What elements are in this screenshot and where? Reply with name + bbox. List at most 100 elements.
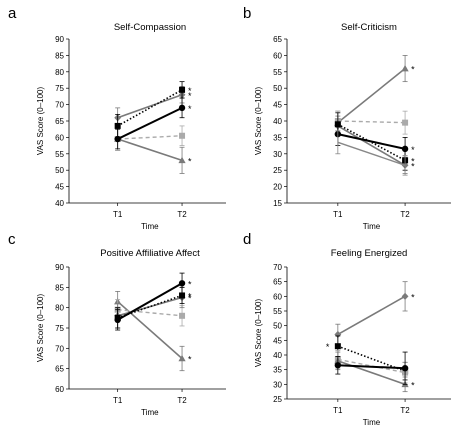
y-tick-label: 80 [55, 304, 64, 313]
series-line [117, 106, 183, 140]
significance-star: * [188, 91, 192, 101]
series-line [117, 282, 183, 321]
y-tick-label: 45 [273, 101, 282, 110]
panel-title: Self-Compassion [114, 22, 186, 33]
x-tick-label: T2 [177, 210, 187, 219]
y-tick-label: 40 [273, 351, 282, 360]
data-point [334, 121, 341, 128]
series-line [117, 138, 183, 162]
series-line [117, 296, 183, 317]
series-gray-diamond: * [334, 281, 415, 346]
data-point [179, 312, 186, 319]
y-tick-label: 65 [55, 117, 64, 126]
x-tick-label: T2 [400, 406, 410, 415]
series-lightgray-dashed-square [114, 299, 186, 327]
series-line [337, 125, 406, 166]
x-tick-label: T1 [113, 396, 123, 405]
data-point [114, 122, 121, 129]
significance-star: * [188, 156, 192, 166]
panel-c: c Positive Affiliative Affect 60 65 70 75 80 85… [8, 231, 226, 417]
significance-star: * [411, 292, 415, 302]
y-tick-label: 45 [55, 183, 64, 192]
significance-star: * [411, 65, 415, 75]
significance-star: * [188, 294, 192, 304]
significance-star: * [188, 355, 192, 365]
y-tick-label: 65 [273, 35, 282, 44]
series-line [337, 295, 406, 336]
significance-star: * [188, 104, 192, 114]
y-tick-label: 40 [273, 117, 282, 126]
series-line [117, 135, 183, 140]
series-line [337, 133, 406, 150]
y-tick-label: 15 [273, 199, 282, 208]
y-tick-label: 50 [273, 322, 282, 331]
panel-title: Self-Criticism [341, 22, 397, 33]
panel-b: b Self-Criticism 15 20 25 30 35 40 45 50 55 60 65 T1 T… [243, 5, 451, 231]
y-tick-label: 85 [55, 51, 64, 60]
series-gray-line [335, 130, 408, 176]
data-point [179, 86, 186, 93]
data-point [114, 135, 121, 143]
y-tick-label: 40 [55, 199, 64, 208]
significance-star: * [411, 145, 415, 155]
significance-star: * [411, 161, 415, 171]
y-tick-label: 55 [273, 68, 282, 77]
y-tick-label: 35 [273, 133, 282, 142]
data-point [334, 362, 342, 369]
y-tick-label: 30 [273, 380, 282, 389]
data-point [178, 354, 186, 362]
data-point [334, 343, 341, 350]
x-axis-label: Time [363, 418, 381, 427]
y-tick-label: 50 [273, 84, 282, 93]
y-tick-label: 60 [55, 385, 64, 394]
panel-title: Positive Affiliative Affect [100, 248, 200, 259]
panel-letter: d [243, 231, 251, 248]
significance-star: * [326, 342, 330, 352]
y-tick-label: 60 [273, 51, 282, 60]
y-tick-label: 50 [55, 166, 64, 175]
series-lightgray-dashed-square [114, 125, 186, 151]
x-tick-label: T1 [333, 406, 343, 415]
series-line [117, 94, 183, 119]
x-tick-label: T1 [333, 210, 343, 219]
panel-letter: a [8, 5, 17, 22]
panel-title: Feeling Energized [331, 248, 408, 259]
x-tick-label: T2 [400, 210, 410, 219]
significance-star: * [188, 86, 192, 96]
data-point [179, 292, 186, 299]
significance-star: * [188, 291, 192, 301]
y-axis-label: VAS Score (0–100) [36, 87, 45, 156]
data-point [179, 132, 186, 139]
y-tick-label: 90 [55, 263, 64, 272]
x-tick-label: T1 [113, 210, 123, 219]
series-line [337, 123, 406, 162]
series-black-circle: * [114, 272, 192, 331]
panel-d: d Feeling Energized 25 30 35 40 45 50 55 60 65 70 T1… [243, 231, 451, 427]
series-line [117, 89, 183, 127]
panel-a: a Self-Compassion 40 45 50 55 60 65 70 75 80 85 90 T1… [8, 5, 226, 231]
data-point [401, 292, 409, 300]
y-tick-label: 70 [55, 344, 64, 353]
y-tick-label: 30 [273, 150, 282, 159]
y-tick-label: 25 [273, 166, 282, 175]
y-tick-label: 25 [273, 395, 282, 404]
y-tick-label: 60 [55, 133, 64, 142]
y-tick-label: 85 [55, 283, 64, 292]
y-tick-label: 45 [273, 336, 282, 345]
y-tick-label: 70 [55, 101, 64, 110]
x-axis-label: Time [141, 222, 159, 231]
y-axis-label: VAS Score (0–100) [254, 299, 263, 368]
x-axis-label: Time [363, 222, 381, 231]
y-tick-label: 65 [55, 365, 64, 374]
series-line [337, 141, 406, 166]
y-tick-label: 70 [273, 263, 282, 272]
y-tick-label: 65 [273, 278, 282, 287]
y-tick-label: 90 [55, 35, 64, 44]
series-line [337, 360, 406, 386]
x-tick-label: T2 [177, 396, 187, 405]
y-tick-label: 75 [55, 84, 64, 93]
y-axis-label: VAS Score (0–100) [36, 294, 45, 363]
data-point [178, 156, 186, 164]
